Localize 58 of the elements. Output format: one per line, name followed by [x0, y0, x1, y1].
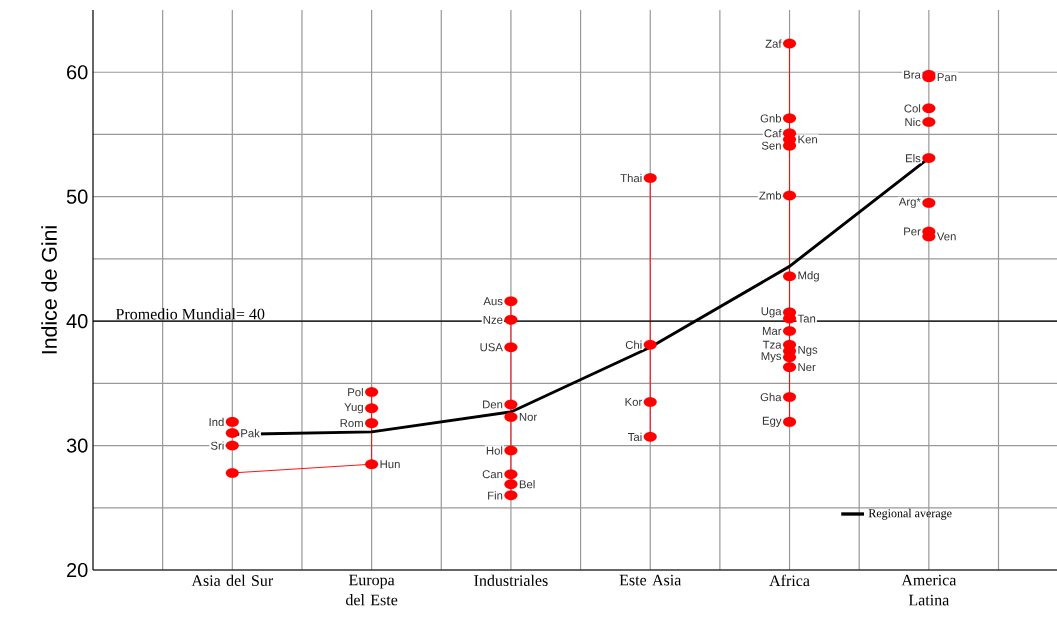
- y-axis-title: Indice de Gini: [41, 226, 57, 354]
- annotation: Sri: [210, 441, 224, 450]
- legend-label: Regional average: [868, 508, 952, 520]
- annotation: Hol: [486, 446, 503, 455]
- annotation: Arg*: [898, 197, 921, 208]
- annotation: Ner: [798, 363, 816, 372]
- annotation: Ken: [798, 135, 817, 144]
- ref-line-label: Promedio Mundial= 40: [115, 308, 265, 320]
- annotation: Hun: [380, 460, 400, 469]
- annotation: Pol: [348, 387, 363, 397]
- annotation: Pak: [241, 428, 260, 438]
- y-tick-label: 60: [67, 65, 88, 80]
- annotation: Per: [904, 227, 921, 236]
- x-tick-label: Europa del Este: [345, 574, 398, 606]
- annotation: Chi: [625, 340, 642, 349]
- annotation: Nze: [483, 315, 503, 324]
- annotation: Tai: [628, 432, 642, 441]
- annotation: Nor: [519, 412, 537, 421]
- annotation: Ind: [209, 417, 224, 427]
- annotation: Els: [906, 153, 921, 163]
- annotation: Mdg: [798, 271, 819, 282]
- annotation: Thai: [620, 173, 642, 183]
- annotation: Tza: [762, 340, 782, 349]
- x-tick-label: America Latina: [901, 574, 957, 606]
- annotation: Gnb: [760, 114, 782, 123]
- y-tick-label: 30: [66, 438, 88, 453]
- annotation: Mar: [762, 327, 782, 336]
- annotation: Zmb: [759, 191, 782, 200]
- annotation: Gha: [760, 392, 782, 402]
- annotation: Mys: [761, 352, 782, 363]
- annotation: Rom: [340, 419, 363, 428]
- annotation: Tan: [797, 314, 816, 323]
- annotation: Nic: [905, 117, 921, 127]
- annotation: Den: [483, 400, 503, 409]
- x-tick-label: Este Asia: [619, 574, 682, 586]
- x-tick-label: Asia del Sur: [191, 574, 274, 586]
- y-tick-label: 40: [66, 314, 88, 329]
- annotation: Ven: [936, 232, 956, 241]
- annotation: Fin: [488, 491, 503, 500]
- annotation: Kor: [625, 398, 643, 406]
- annotation: Egy: [762, 416, 782, 427]
- annotation: Bra: [904, 70, 921, 79]
- annotation: Col: [904, 104, 921, 113]
- annotation: Pan: [937, 73, 957, 82]
- annotation: Yug: [344, 403, 363, 414]
- annotation: Uga: [761, 307, 782, 318]
- annotation: Zaf: [765, 39, 782, 48]
- annotation: Ngs: [798, 345, 818, 357]
- y-tick-label: 20: [67, 562, 88, 578]
- annotation: Aus: [483, 297, 503, 306]
- x-tick-label: Industriales: [474, 574, 548, 586]
- x-tick-label: Africa: [769, 574, 810, 587]
- annotation: Sen: [761, 141, 781, 150]
- annotation: USA: [480, 343, 503, 352]
- annotation: Caf: [764, 129, 782, 138]
- annotation: Can: [482, 470, 503, 479]
- y-tick-label: 50: [66, 189, 88, 204]
- annotation: Bel: [519, 479, 535, 489]
